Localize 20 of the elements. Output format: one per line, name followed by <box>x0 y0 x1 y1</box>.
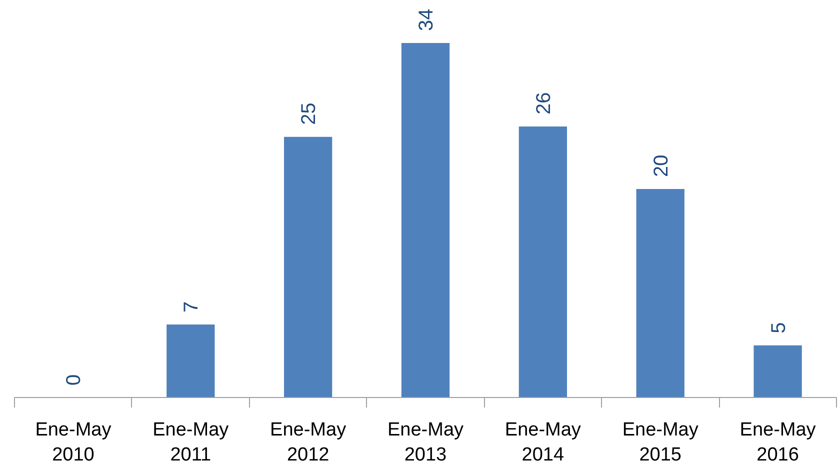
x-tick-label: Ene-May 2011 <box>152 420 230 466</box>
data-label: 26 <box>532 92 555 114</box>
x-tick-label: Ene-May 2014 <box>504 420 582 466</box>
data-label: 34 <box>416 8 438 32</box>
data-label: 25 <box>298 102 320 125</box>
x-tick-label: Ene-May 2016 <box>740 420 816 466</box>
data-label: 7 <box>180 301 203 313</box>
bar <box>166 324 215 398</box>
data-label: 5 <box>768 322 790 334</box>
x-tick-label: Ene-May 2015 <box>622 420 699 466</box>
bar <box>401 43 450 398</box>
data-label: 0 <box>63 374 86 386</box>
x-tick-label: Ene-May 2012 <box>270 420 347 466</box>
bar <box>636 188 684 398</box>
bar <box>754 345 802 398</box>
x-tick-label: Ene-May 2010 <box>35 420 112 466</box>
bar <box>284 136 332 398</box>
x-tick-label: Ene-May 2013 <box>387 420 464 466</box>
data-label: 20 <box>650 154 672 177</box>
bar <box>518 126 567 398</box>
